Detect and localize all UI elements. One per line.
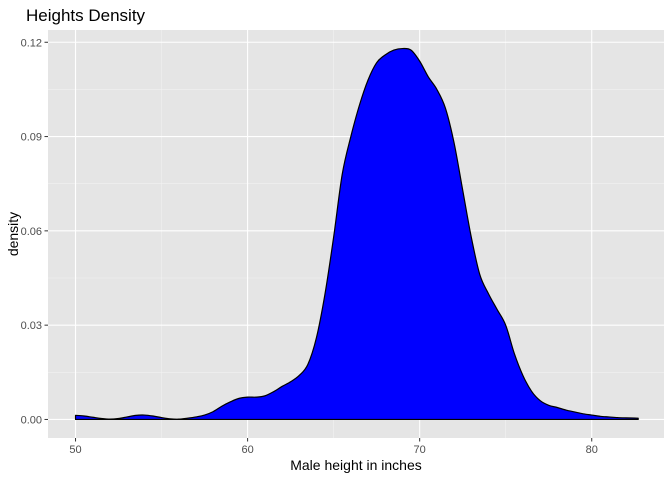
x-tick-label: 80 [586, 444, 598, 456]
y-axis-tick-labels: 0.00 0.03 0.06 0.09 0.12 [21, 37, 42, 426]
density-area [74, 47, 639, 421]
x-tick-label: 70 [414, 444, 426, 456]
y-tick-label: 0.12 [21, 37, 42, 49]
y-tick-label: 0.03 [21, 320, 42, 332]
y-tick-label: 0.06 [21, 226, 42, 238]
y-axis-ticks [44, 41, 48, 420]
chart-title: Heights Density [26, 6, 146, 25]
x-axis-ticks [75, 438, 593, 442]
y-tick-label: 0.00 [21, 414, 42, 426]
y-axis-title: density [5, 212, 21, 256]
x-tick-label: 50 [69, 444, 81, 456]
x-tick-label: 60 [241, 444, 253, 456]
x-axis-tick-labels: 50 60 70 80 [69, 444, 597, 456]
y-tick-label: 0.09 [21, 132, 42, 144]
x-axis-title: Male height in inches [290, 457, 422, 473]
